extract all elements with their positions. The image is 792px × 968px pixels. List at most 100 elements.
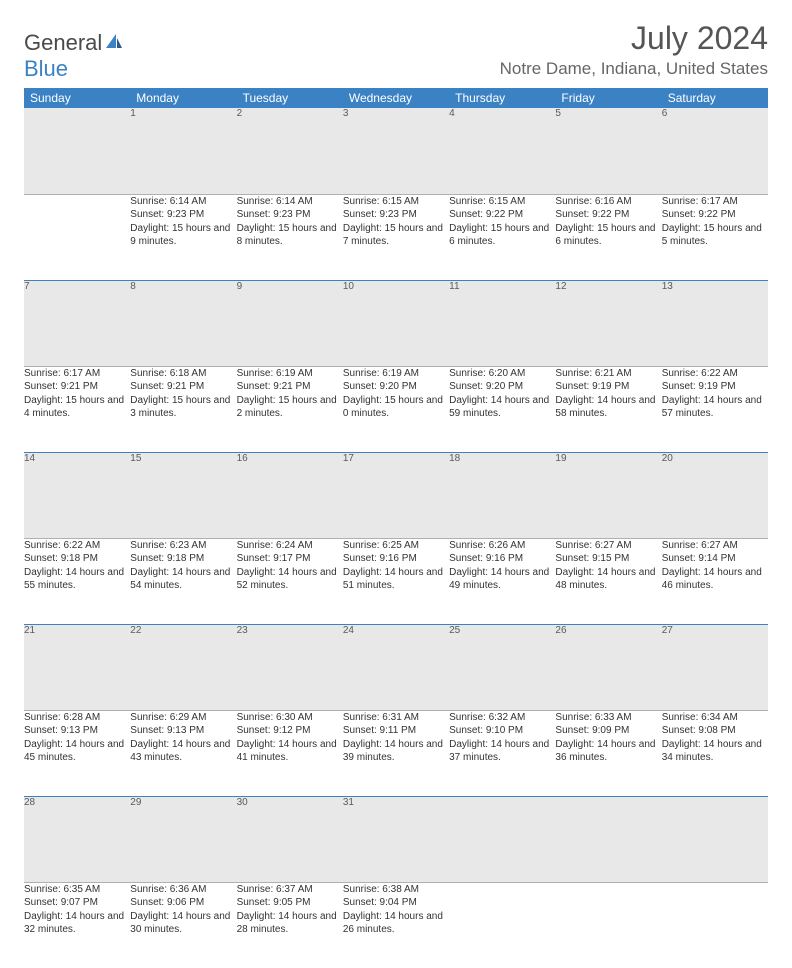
day-info-cell: Sunrise: 6:29 AMSunset: 9:13 PMDaylight:… [130, 710, 236, 796]
day-info-cell: Sunrise: 6:35 AMSunset: 9:07 PMDaylight:… [24, 882, 130, 968]
daylight-text: Daylight: 14 hours and 51 minutes. [343, 566, 449, 593]
day-info-cell: Sunrise: 6:18 AMSunset: 9:21 PMDaylight:… [130, 366, 236, 452]
sunrise-text: Sunrise: 6:22 AM [662, 367, 768, 381]
brand-logo: GeneralBlue [24, 20, 124, 82]
day-number-cell: 5 [555, 108, 661, 194]
sunset-text: Sunset: 9:12 PM [237, 724, 343, 738]
sunrise-text: Sunrise: 6:26 AM [449, 539, 555, 553]
day-info-row: Sunrise: 6:22 AMSunset: 9:18 PMDaylight:… [24, 538, 768, 624]
sail-icon [104, 32, 124, 50]
brand-text: GeneralBlue [24, 30, 124, 82]
day-number-cell: 7 [24, 280, 130, 366]
sunset-text: Sunset: 9:22 PM [555, 208, 661, 222]
daylight-text: Daylight: 14 hours and 43 minutes. [130, 738, 236, 765]
day-number-cell [449, 796, 555, 882]
day-info-cell: Sunrise: 6:30 AMSunset: 9:12 PMDaylight:… [237, 710, 343, 796]
calendar-table: SundayMondayTuesdayWednesdayThursdayFrid… [24, 88, 768, 968]
sunset-text: Sunset: 9:16 PM [343, 552, 449, 566]
day-number-cell: 23 [237, 624, 343, 710]
day-number-cell: 20 [662, 452, 768, 538]
day-number-cell [24, 108, 130, 194]
day-number-cell: 2 [237, 108, 343, 194]
sunrise-text: Sunrise: 6:30 AM [237, 711, 343, 725]
sunrise-text: Sunrise: 6:19 AM [343, 367, 449, 381]
daylight-text: Daylight: 15 hours and 8 minutes. [237, 222, 343, 249]
day-info-cell: Sunrise: 6:22 AMSunset: 9:18 PMDaylight:… [24, 538, 130, 624]
day-number-cell: 17 [343, 452, 449, 538]
daylight-text: Daylight: 15 hours and 5 minutes. [662, 222, 768, 249]
sunset-text: Sunset: 9:05 PM [237, 896, 343, 910]
weekday-header: Friday [555, 88, 661, 108]
sunrise-text: Sunrise: 6:14 AM [130, 195, 236, 209]
sunset-text: Sunset: 9:21 PM [130, 380, 236, 394]
day-info-cell: Sunrise: 6:19 AMSunset: 9:21 PMDaylight:… [237, 366, 343, 452]
daylight-text: Daylight: 14 hours and 36 minutes. [555, 738, 661, 765]
day-number-cell: 10 [343, 280, 449, 366]
sunrise-text: Sunrise: 6:18 AM [130, 367, 236, 381]
day-info-cell: Sunrise: 6:15 AMSunset: 9:23 PMDaylight:… [343, 194, 449, 280]
sunset-text: Sunset: 9:23 PM [130, 208, 236, 222]
day-number-cell: 26 [555, 624, 661, 710]
day-info-cell: Sunrise: 6:17 AMSunset: 9:22 PMDaylight:… [662, 194, 768, 280]
brand-text-1: General [24, 30, 102, 55]
daylight-text: Daylight: 15 hours and 3 minutes. [130, 394, 236, 421]
day-number-row: 28293031 [24, 796, 768, 882]
day-info-cell: Sunrise: 6:37 AMSunset: 9:05 PMDaylight:… [237, 882, 343, 968]
daylight-text: Daylight: 15 hours and 4 minutes. [24, 394, 130, 421]
day-info-cell: Sunrise: 6:27 AMSunset: 9:14 PMDaylight:… [662, 538, 768, 624]
day-info-cell [24, 194, 130, 280]
day-number-cell: 15 [130, 452, 236, 538]
sunset-text: Sunset: 9:18 PM [130, 552, 236, 566]
sunrise-text: Sunrise: 6:31 AM [343, 711, 449, 725]
sunrise-text: Sunrise: 6:32 AM [449, 711, 555, 725]
month-title: July 2024 [500, 20, 768, 57]
daylight-text: Daylight: 15 hours and 0 minutes. [343, 394, 449, 421]
sunset-text: Sunset: 9:04 PM [343, 896, 449, 910]
daylight-text: Daylight: 14 hours and 26 minutes. [343, 910, 449, 937]
sunset-text: Sunset: 9:15 PM [555, 552, 661, 566]
day-number-cell: 4 [449, 108, 555, 194]
day-info-cell: Sunrise: 6:33 AMSunset: 9:09 PMDaylight:… [555, 710, 661, 796]
day-number-cell: 21 [24, 624, 130, 710]
day-info-cell: Sunrise: 6:14 AMSunset: 9:23 PMDaylight:… [237, 194, 343, 280]
daylight-text: Daylight: 14 hours and 45 minutes. [24, 738, 130, 765]
day-number-cell: 8 [130, 280, 236, 366]
day-number-cell: 24 [343, 624, 449, 710]
sunrise-text: Sunrise: 6:27 AM [555, 539, 661, 553]
daylight-text: Daylight: 15 hours and 9 minutes. [130, 222, 236, 249]
sunrise-text: Sunrise: 6:17 AM [24, 367, 130, 381]
sunset-text: Sunset: 9:07 PM [24, 896, 130, 910]
day-info-cell: Sunrise: 6:16 AMSunset: 9:22 PMDaylight:… [555, 194, 661, 280]
sunset-text: Sunset: 9:21 PM [24, 380, 130, 394]
day-info-cell: Sunrise: 6:24 AMSunset: 9:17 PMDaylight:… [237, 538, 343, 624]
day-number-cell: 28 [24, 796, 130, 882]
day-number-cell: 9 [237, 280, 343, 366]
day-info-cell [449, 882, 555, 968]
sunrise-text: Sunrise: 6:23 AM [130, 539, 236, 553]
sunrise-text: Sunrise: 6:22 AM [24, 539, 130, 553]
day-info-cell [662, 882, 768, 968]
day-info-cell: Sunrise: 6:32 AMSunset: 9:10 PMDaylight:… [449, 710, 555, 796]
sunrise-text: Sunrise: 6:16 AM [555, 195, 661, 209]
day-number-cell: 25 [449, 624, 555, 710]
daylight-text: Daylight: 14 hours and 30 minutes. [130, 910, 236, 937]
sunset-text: Sunset: 9:08 PM [662, 724, 768, 738]
day-number-cell: 29 [130, 796, 236, 882]
sunrise-text: Sunrise: 6:29 AM [130, 711, 236, 725]
daylight-text: Daylight: 14 hours and 55 minutes. [24, 566, 130, 593]
daylight-text: Daylight: 14 hours and 57 minutes. [662, 394, 768, 421]
day-info-cell: Sunrise: 6:22 AMSunset: 9:19 PMDaylight:… [662, 366, 768, 452]
day-info-cell: Sunrise: 6:31 AMSunset: 9:11 PMDaylight:… [343, 710, 449, 796]
day-info-row: Sunrise: 6:14 AMSunset: 9:23 PMDaylight:… [24, 194, 768, 280]
sunset-text: Sunset: 9:23 PM [237, 208, 343, 222]
header: GeneralBlue July 2024 Notre Dame, Indian… [24, 20, 768, 82]
sunrise-text: Sunrise: 6:33 AM [555, 711, 661, 725]
weekday-header: Thursday [449, 88, 555, 108]
daylight-text: Daylight: 14 hours and 32 minutes. [24, 910, 130, 937]
calendar-body: 123456 Sunrise: 6:14 AMSunset: 9:23 PMDa… [24, 108, 768, 968]
sunrise-text: Sunrise: 6:17 AM [662, 195, 768, 209]
sunset-text: Sunset: 9:06 PM [130, 896, 236, 910]
location-text: Notre Dame, Indiana, United States [500, 59, 768, 79]
daylight-text: Daylight: 14 hours and 37 minutes. [449, 738, 555, 765]
day-info-cell: Sunrise: 6:14 AMSunset: 9:23 PMDaylight:… [130, 194, 236, 280]
